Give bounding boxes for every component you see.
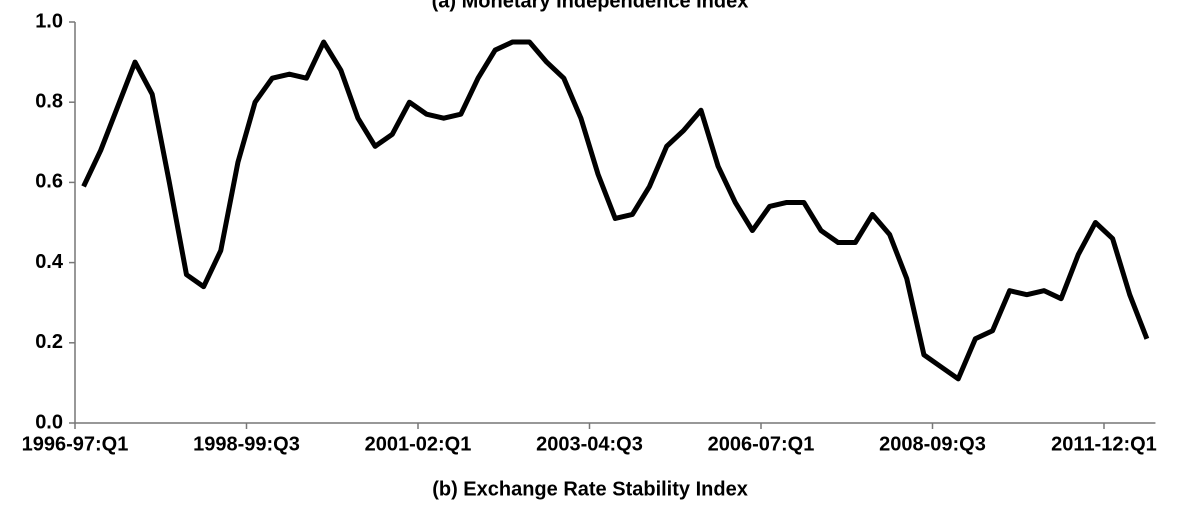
x-tick-label: 1998-99:Q3 — [193, 433, 300, 455]
y-tick-label: 0.0 — [35, 411, 63, 433]
data-line — [81, 39, 1150, 382]
x-tick-label: 2008-09:Q3 — [879, 433, 986, 455]
x-tick-label: 2006-07:Q1 — [708, 433, 815, 455]
x-tick-label: 2011-12:Q1 — [1051, 433, 1157, 455]
x-tick-label: 2001-02:Q1 — [365, 433, 472, 455]
y-tick-label: 1.0 — [35, 10, 63, 32]
y-tick-label: 0.2 — [35, 331, 63, 353]
chart-title: (a) Monetary Independence Index — [432, 0, 749, 12]
x-tick-label: 2003-04:Q3 — [536, 433, 643, 455]
y-tick-label: 0.6 — [35, 171, 63, 193]
chart-caption: (b) Exchange Rate Stability Index — [432, 478, 748, 500]
x-tick-label: 1996-97:Q1 — [22, 433, 129, 455]
y-tick-label: 0.4 — [35, 251, 64, 273]
y-tick-label: 0.8 — [35, 90, 63, 112]
